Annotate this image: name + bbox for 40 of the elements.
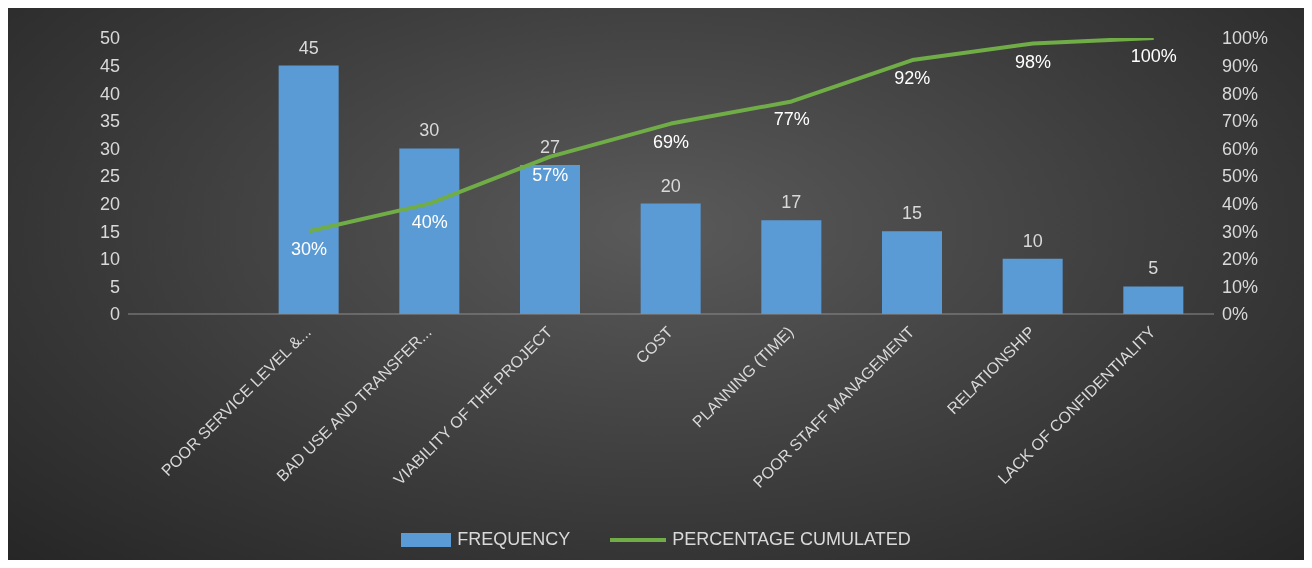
data-label: 77% (773, 109, 810, 130)
data-label: 40% (411, 211, 448, 232)
y-tick-label: 15 (99, 221, 120, 242)
data-label: 100% (1130, 46, 1177, 66)
data-label: 30 (419, 120, 440, 141)
y2-tick-label: 50% (1222, 166, 1259, 187)
y2-tick-label: 60% (1222, 138, 1259, 159)
y2-tick-label: 80% (1222, 83, 1259, 104)
y-tick-label: 35 (99, 111, 120, 132)
y2-tick-label: 30% (1222, 221, 1259, 242)
data-label: 30% (290, 239, 328, 260)
y-tick-label: 20 (99, 193, 120, 214)
data-label: 15 (901, 203, 923, 224)
data-label: 10 (1022, 230, 1043, 251)
data-label: 20 (660, 175, 681, 196)
data-label: 98% (1014, 51, 1052, 72)
data-label: 57% (532, 164, 569, 185)
y2-tick-label: 0% (1222, 304, 1249, 325)
y2-tick-label: 70% (1222, 111, 1259, 132)
y2-tick-label: 20% (1222, 249, 1259, 270)
data-label: 69% (652, 131, 690, 152)
y-tick-label: 45 (99, 55, 120, 76)
y-tick-label: 40 (99, 83, 120, 104)
data-label: 92% (894, 68, 931, 89)
y-tick-label: 30 (99, 138, 120, 159)
legend-label: FREQUENCY (457, 529, 571, 550)
legend-label: PERCENTAGE CUMULATED (672, 529, 911, 550)
y-tick-label: 25 (99, 166, 120, 187)
y-tick-label: 0 (109, 304, 120, 325)
y2-tick-label: 40% (1222, 193, 1259, 214)
y2-tick-label: 90% (1222, 55, 1259, 76)
data-label: 27 (539, 136, 561, 157)
y-tick-label: 5 (109, 276, 120, 297)
data-label: 17 (781, 192, 802, 213)
data-label: 45 (298, 37, 319, 58)
data-label: 5 (1148, 258, 1159, 279)
y-tick-label: 10 (99, 249, 120, 270)
y2-tick-label: 100% (1222, 28, 1269, 49)
y2-tick-label: 10% (1222, 276, 1259, 297)
y-tick-label: 50 (99, 28, 120, 49)
